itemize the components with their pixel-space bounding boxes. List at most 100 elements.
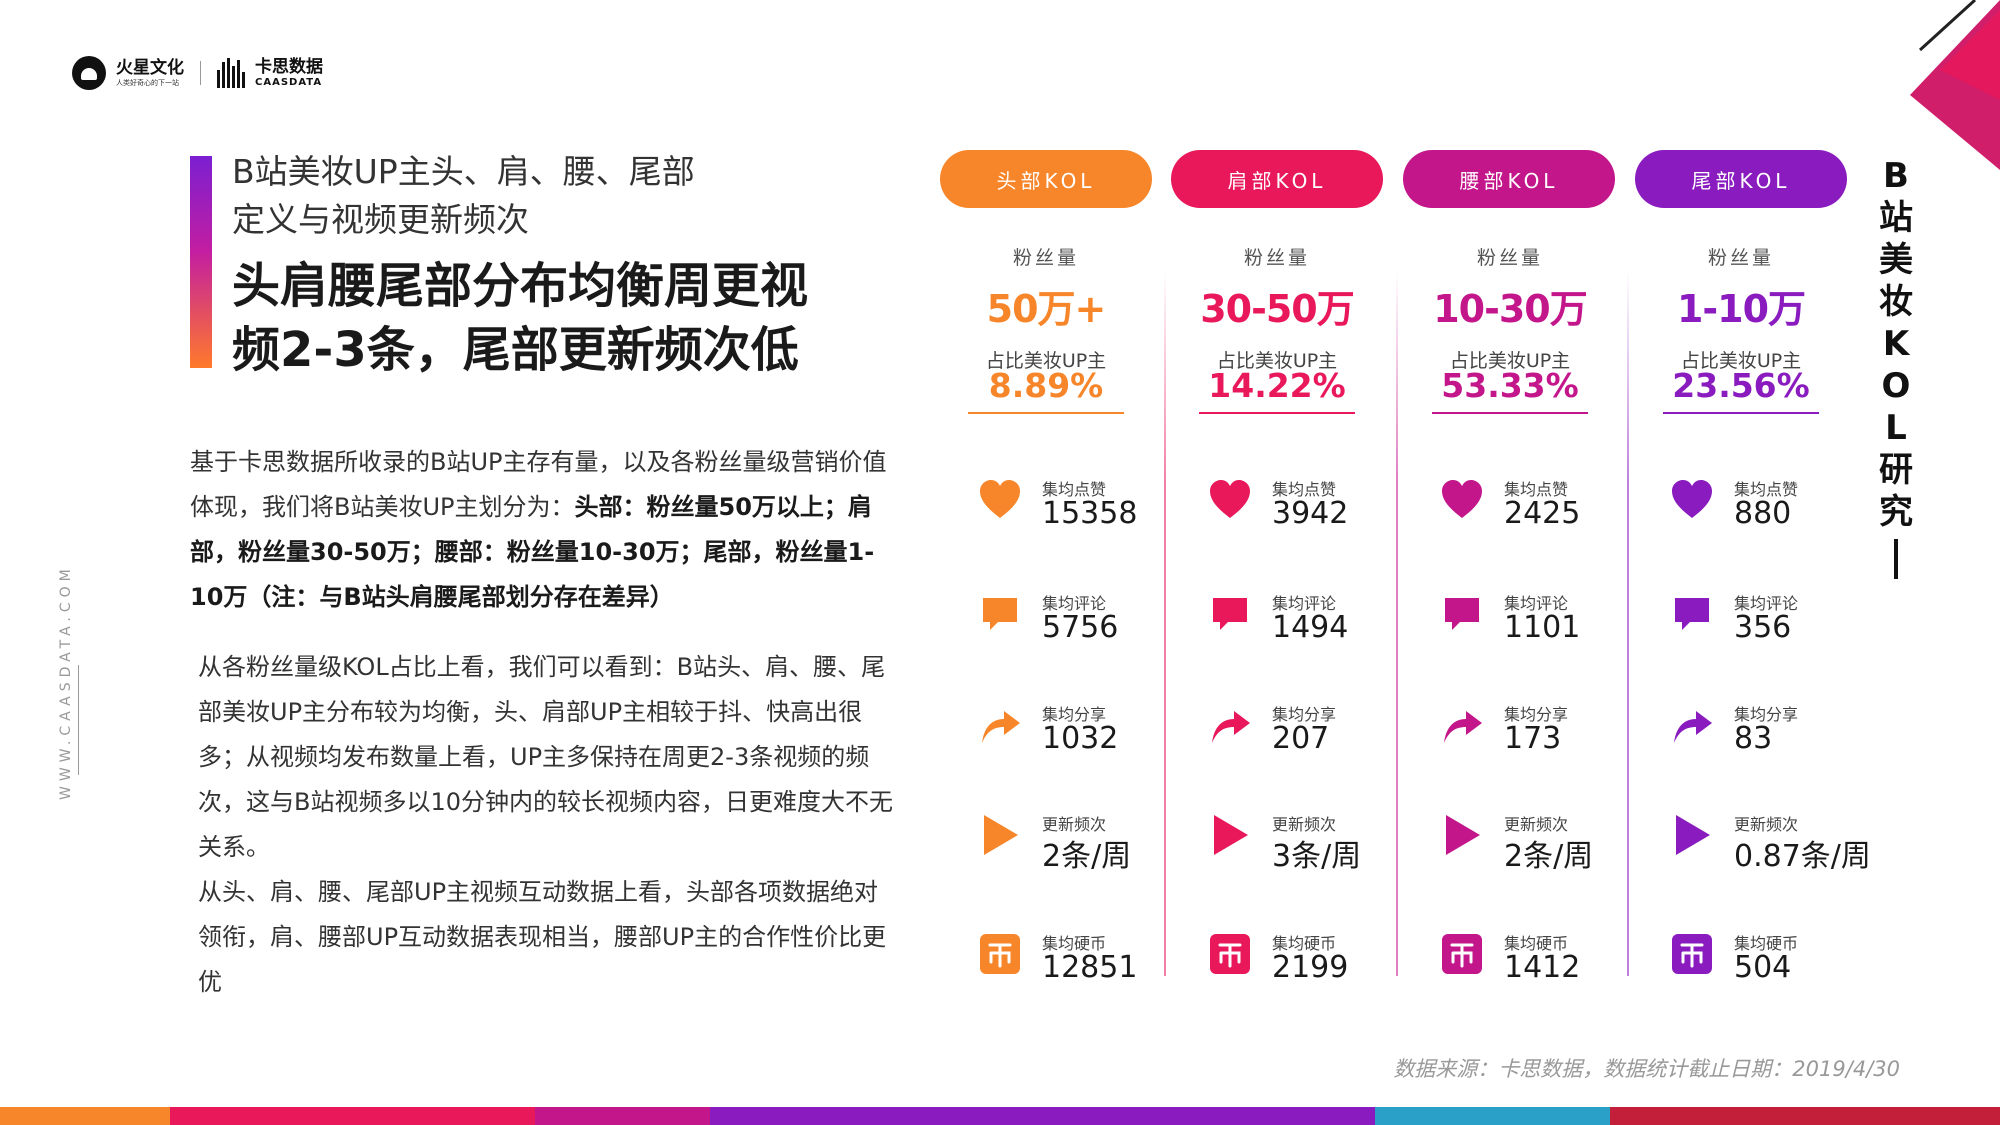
metric-value: 3条/周 bbox=[1272, 839, 1362, 874]
heart-icon bbox=[1670, 478, 1714, 522]
metric-value: 1494 bbox=[1272, 610, 1349, 645]
metric-value: 207 bbox=[1272, 721, 1330, 756]
analysis-paragraph: 从各粉丝量级KOL占比上看，我们可以看到：B站头、肩、腰、尾部美妆UP主分布较为… bbox=[198, 653, 894, 996]
metric-label: 集均分享 bbox=[1734, 705, 1799, 724]
metric-label: 集均硬币 bbox=[1042, 934, 1107, 953]
side-title-dash bbox=[1894, 539, 1898, 579]
metric-value: 1412 bbox=[1504, 950, 1581, 985]
coin-icon bbox=[1440, 932, 1484, 976]
page-subtitle: B站美妆UP主头、肩、腰、尾部 定义与视频更新频次 bbox=[232, 152, 695, 239]
metric-label: 集均评论 bbox=[1272, 594, 1337, 613]
comment-icon bbox=[1440, 592, 1484, 636]
share-underline bbox=[1199, 412, 1355, 414]
metric-label: 更新频次 bbox=[1042, 815, 1107, 834]
metric-label: 更新频次 bbox=[1272, 815, 1337, 834]
metric-label: 集均评论 bbox=[1504, 594, 1569, 613]
metric-label: 集均评论 bbox=[1734, 594, 1799, 613]
metric-label: 更新频次 bbox=[1504, 815, 1569, 834]
website-divider bbox=[78, 665, 79, 775]
comment-icon bbox=[1670, 592, 1714, 636]
fans-range: 1-10万 bbox=[1676, 287, 1806, 331]
tier-pill: 肩部KOL bbox=[1171, 150, 1383, 208]
metric-value: 173 bbox=[1504, 721, 1562, 756]
metric-label: 集均硬币 bbox=[1504, 934, 1569, 953]
column-divider bbox=[1627, 270, 1629, 976]
metric-label: 集均点赞 bbox=[1272, 480, 1337, 499]
share-label: 占比美妆UP主 bbox=[1680, 350, 1802, 372]
fans-range: 30-50万 bbox=[1200, 287, 1355, 331]
share-icon bbox=[978, 703, 1022, 747]
share-icon bbox=[1440, 703, 1484, 747]
play-icon bbox=[1208, 813, 1252, 857]
metric-value: 2条/周 bbox=[1042, 839, 1132, 874]
metric-value: 1101 bbox=[1504, 610, 1581, 645]
play-icon bbox=[1440, 813, 1484, 857]
play-icon bbox=[978, 813, 1022, 857]
page-title: 头肩腰尾部分布均衡周更视 频2-3条，尾部更新频次低 bbox=[232, 258, 809, 378]
website-url: WWW.CAASDATA.COM bbox=[58, 564, 74, 800]
metric-value: 1032 bbox=[1042, 721, 1119, 756]
brand-logo: 火星文化 人类好奇心的下一站 卡思数据 CAASDATA bbox=[72, 56, 323, 90]
mars-logo-icon bbox=[72, 56, 106, 90]
bottom-color-bar bbox=[0, 1107, 2000, 1125]
share-underline bbox=[968, 412, 1124, 414]
heart-icon bbox=[1208, 478, 1252, 522]
share-icon bbox=[1208, 703, 1252, 747]
tier-pill: 腰部KOL bbox=[1403, 150, 1615, 208]
share-underline bbox=[1663, 412, 1819, 414]
fans-label: 粉丝量 bbox=[1012, 247, 1079, 269]
fans-label: 粉丝量 bbox=[1707, 247, 1774, 269]
metric-label: 集均分享 bbox=[1272, 705, 1337, 724]
metric-label: 集均点赞 bbox=[1734, 480, 1799, 499]
metric-value: 356 bbox=[1734, 610, 1792, 645]
metric-label: 集均分享 bbox=[1042, 705, 1107, 724]
metric-value: 2条/周 bbox=[1504, 839, 1594, 874]
share-value: 8.89% bbox=[988, 366, 1104, 405]
metric-value: 3942 bbox=[1272, 496, 1349, 531]
metric-label: 集均分享 bbox=[1504, 705, 1569, 724]
caasdata-logo-icon bbox=[217, 58, 245, 88]
data-source: 数据来源：卡思数据，数据统计截止日期：2019/4/30 bbox=[1393, 1057, 1900, 1081]
metric-value: 504 bbox=[1734, 950, 1792, 985]
coin-icon bbox=[978, 932, 1022, 976]
comment-icon bbox=[1208, 592, 1252, 636]
heart-icon bbox=[1440, 478, 1484, 522]
fans-range: 50万+ bbox=[986, 287, 1107, 331]
metric-value: 2199 bbox=[1272, 950, 1349, 985]
title-accent-bar bbox=[190, 156, 212, 368]
metric-label: 集均点赞 bbox=[1042, 480, 1107, 499]
metric-value: 12851 bbox=[1042, 950, 1138, 985]
share-label: 占比美妆UP主 bbox=[985, 350, 1107, 372]
column-divider bbox=[1164, 270, 1166, 976]
fans-label: 粉丝量 bbox=[1476, 247, 1543, 269]
metric-value: 880 bbox=[1734, 496, 1792, 531]
logo-divider bbox=[200, 61, 201, 85]
tier-pill: 头部KOL bbox=[940, 150, 1152, 208]
share-icon bbox=[1670, 703, 1714, 747]
brand-name: 火星文化 bbox=[116, 57, 184, 78]
share-value: 14.22% bbox=[1208, 366, 1346, 405]
metric-value: 5756 bbox=[1042, 610, 1119, 645]
metric-label: 更新频次 bbox=[1734, 815, 1799, 834]
metric-label: 集均硬币 bbox=[1272, 934, 1337, 953]
metric-value: 83 bbox=[1734, 721, 1773, 756]
column-divider bbox=[1396, 270, 1398, 976]
metric-label: 集均评论 bbox=[1042, 594, 1107, 613]
share-underline bbox=[1432, 412, 1588, 414]
share-label: 占比美妆UP主 bbox=[1216, 350, 1338, 372]
definition-emphasis: 头部：粉丝量50万以上；肩部，粉丝量30-50万；腰部：粉丝量10-30万；尾部… bbox=[190, 493, 875, 611]
heart-icon bbox=[978, 478, 1022, 522]
side-title: B站美妆KOL研究 bbox=[1876, 155, 1916, 579]
partner-name-en: CAASDATA bbox=[255, 76, 323, 88]
coin-icon bbox=[1670, 932, 1714, 976]
share-value: 23.56% bbox=[1672, 366, 1810, 405]
brand-slogan: 人类好奇心的下一站 bbox=[116, 78, 179, 87]
tier-pill: 尾部KOL bbox=[1635, 150, 1847, 208]
share-value: 53.33% bbox=[1441, 366, 1579, 405]
partner-name: 卡思数据 bbox=[255, 56, 323, 77]
fans-label: 粉丝量 bbox=[1243, 247, 1310, 269]
share-label: 占比美妆UP主 bbox=[1449, 350, 1571, 372]
corner-decoration bbox=[1910, 0, 2000, 170]
coin-icon bbox=[1208, 932, 1252, 976]
definition-paragraph: 基于卡思数据所收录的B站UP主存有量，以及各粉丝量级营销价值体现，我们将B站美妆… bbox=[190, 448, 887, 611]
